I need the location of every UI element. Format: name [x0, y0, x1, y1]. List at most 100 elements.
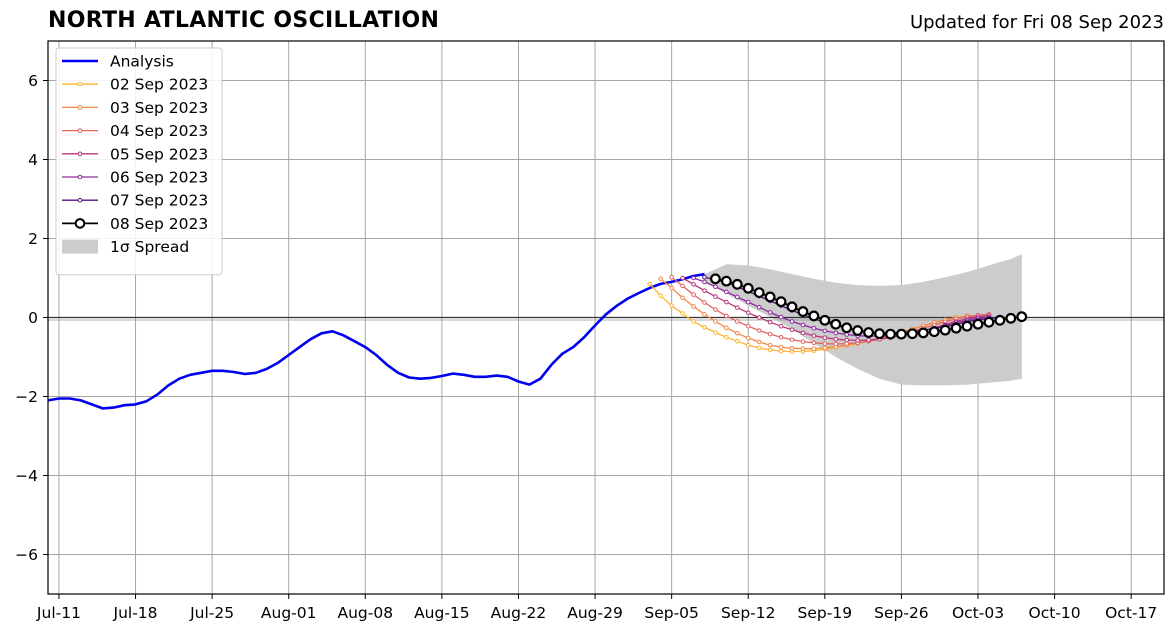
x-tick-label: Jul-25	[189, 604, 234, 622]
data-point	[972, 318, 984, 330]
data-point	[800, 330, 806, 336]
data-point	[745, 335, 751, 341]
data-point	[702, 279, 707, 285]
data-point	[767, 310, 773, 315]
data-point	[789, 319, 795, 324]
data-point	[778, 348, 784, 354]
y-tick-label: 6	[28, 72, 38, 90]
data-point	[778, 334, 784, 340]
data-point	[863, 327, 874, 338]
x-tick-label: Sep-12	[721, 604, 776, 622]
legend-label: 07 Sep 2023	[110, 192, 208, 210]
data-point	[808, 310, 820, 322]
data-point	[775, 296, 787, 308]
x-tick-label: Jul-18	[113, 604, 158, 622]
data-point	[811, 325, 817, 331]
data-point	[702, 288, 707, 293]
data-point	[691, 282, 696, 287]
data-point	[822, 328, 828, 334]
data-point	[939, 324, 951, 336]
data-point	[917, 327, 929, 339]
series-group	[48, 272, 1028, 410]
legend-label: 04 Sep 2023	[110, 122, 208, 140]
data-point	[702, 325, 707, 330]
legend-entry-3: 04 Sep 2023	[62, 122, 208, 140]
series-7	[710, 273, 1028, 340]
data-point	[680, 311, 685, 316]
chart-subtitle: Updated for Fri 08 Sep 2023	[909, 12, 1164, 33]
data-point	[756, 339, 762, 345]
data-point	[658, 276, 664, 282]
y-tick-label: 2	[28, 230, 38, 248]
legend-entry-5: 06 Sep 2023	[62, 169, 208, 187]
data-point	[811, 333, 817, 338]
legend-entry-spread: 1σ Spread	[62, 238, 189, 256]
y-tick-label: −4	[15, 467, 38, 485]
data-point	[742, 282, 754, 294]
data-point	[830, 318, 842, 330]
data-point	[928, 326, 940, 338]
y-tick-label: −6	[15, 546, 38, 564]
x-tick-label: Oct-17	[1105, 604, 1157, 622]
data-point	[713, 307, 718, 312]
data-point	[841, 322, 853, 334]
legend-label: 1σ Spread	[110, 238, 189, 256]
x-tick-label: Sep-26	[874, 604, 929, 622]
data-point	[961, 320, 973, 332]
x-tick-label: Oct-03	[952, 604, 1004, 622]
data-point	[669, 303, 674, 308]
data-point	[778, 323, 784, 329]
x-tick-label: Aug-08	[337, 604, 393, 622]
data-point	[702, 274, 707, 280]
data-point	[800, 339, 806, 344]
legend-entry-7: 08 Sep 2023	[62, 215, 208, 233]
data-point	[713, 319, 718, 324]
x-tick-label: Jul-11	[36, 604, 81, 622]
series-line	[693, 277, 989, 337]
data-point	[819, 314, 831, 326]
legend-entry-1: 02 Sep 2023	[62, 76, 208, 94]
data-point	[789, 337, 795, 342]
data-point	[833, 330, 839, 336]
data-point	[874, 328, 885, 340]
data-point	[764, 291, 776, 303]
legend-marker	[77, 128, 83, 133]
legend-entry-4: 05 Sep 2023	[62, 145, 208, 163]
data-point	[756, 328, 762, 333]
data-point	[691, 275, 696, 281]
data-point	[811, 346, 817, 352]
chart-title: NORTH ATLANTIC OSCILLATION	[48, 8, 440, 33]
data-point	[669, 274, 674, 280]
data-point	[789, 327, 795, 333]
data-point	[745, 342, 751, 348]
data-point	[753, 287, 765, 299]
legend-label: 08 Sep 2023	[110, 215, 208, 233]
data-point	[800, 346, 806, 352]
data-point	[756, 304, 762, 310]
x-tick-label: Aug-01	[261, 604, 317, 622]
data-point	[734, 319, 740, 324]
legend-label: 05 Sep 2023	[110, 145, 208, 163]
data-point	[811, 340, 817, 346]
y-tick-label: 4	[28, 151, 38, 169]
legend-marker	[74, 218, 86, 229]
data-point	[724, 334, 729, 340]
x-tick-label: Aug-22	[491, 604, 547, 622]
data-point	[745, 299, 751, 305]
legend-marker	[77, 151, 83, 157]
data-point	[767, 347, 773, 353]
data-point	[669, 285, 674, 291]
data-point	[1016, 311, 1028, 323]
data-point	[822, 335, 828, 340]
x-tick-label: Oct-10	[1029, 604, 1081, 622]
data-point	[833, 336, 839, 342]
data-point	[756, 315, 762, 320]
data-point	[658, 293, 664, 299]
legend-label: 02 Sep 2023	[110, 76, 208, 94]
data-point	[778, 314, 784, 320]
data-point	[702, 300, 707, 305]
data-point	[797, 306, 809, 317]
x-tick-label: Sep-05	[644, 604, 699, 622]
series-0	[48, 272, 705, 410]
